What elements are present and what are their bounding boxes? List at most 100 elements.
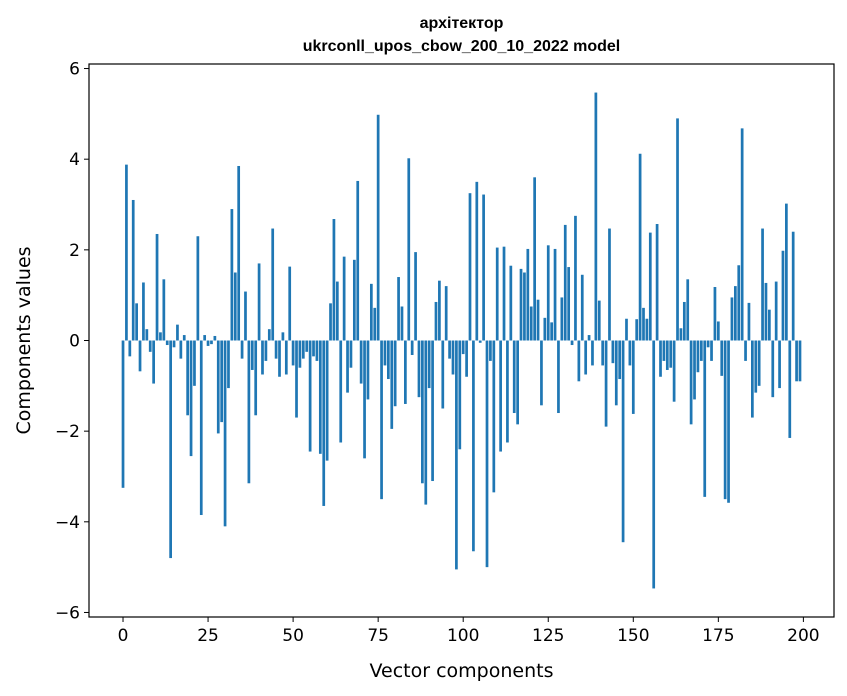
bar-component-78 — [387, 340, 390, 380]
bar-component-41 — [261, 340, 264, 375]
bar-component-91 — [431, 340, 434, 482]
bar-component-90 — [427, 340, 431, 389]
bar-component-183 — [744, 340, 747, 361]
bar-component-112 — [502, 246, 506, 341]
x-tick-label: 100 — [447, 626, 479, 646]
bar-component-23 — [199, 340, 203, 516]
bar-component-49 — [288, 266, 292, 341]
bar-component-195 — [785, 203, 788, 341]
bar-component-133 — [574, 215, 577, 341]
bar-component-38 — [250, 340, 254, 370]
bar-component-45 — [274, 340, 278, 359]
x-axis-label: Vector components — [370, 660, 554, 682]
bar-component-126 — [550, 322, 554, 341]
bar-component-116 — [516, 340, 519, 425]
bar-component-96 — [448, 340, 451, 359]
bar-component-69 — [356, 180, 360, 341]
bar-component-174 — [713, 287, 717, 341]
bar-component-31 — [227, 340, 230, 389]
bar-component-32 — [230, 209, 234, 341]
bar-component-199 — [798, 340, 802, 382]
y-tick-label: −6 — [55, 603, 80, 623]
bar-component-179 — [730, 297, 734, 341]
bar-component-25 — [206, 340, 210, 346]
bar-component-108 — [489, 340, 492, 361]
bar-component-127 — [553, 248, 557, 341]
bar-component-141 — [601, 340, 605, 366]
bar-component-43 — [267, 329, 271, 341]
bar-component-85 — [410, 340, 414, 355]
bar-component-150 — [631, 340, 635, 414]
bar-component-82 — [400, 306, 404, 341]
bar-component-44 — [271, 228, 275, 341]
bar-component-36 — [244, 291, 247, 341]
bar-component-86 — [414, 252, 417, 341]
bar-component-149 — [628, 340, 632, 366]
bar-component-157 — [655, 224, 659, 341]
bar-component-97 — [451, 340, 455, 375]
bar-component-80 — [393, 340, 397, 407]
bar-component-16 — [176, 324, 179, 341]
bar-component-139 — [594, 92, 598, 341]
bar-component-2 — [128, 340, 132, 357]
bar-component-191 — [771, 340, 775, 398]
bar-component-143 — [608, 228, 611, 341]
bar-component-42 — [264, 340, 268, 361]
bar-component-158 — [659, 340, 662, 377]
bar-component-122 — [536, 299, 540, 341]
bar-component-189 — [764, 282, 768, 341]
bar-component-185 — [751, 340, 754, 418]
bar-component-22 — [196, 236, 200, 341]
bar-component-165 — [682, 301, 686, 341]
bar-component-181 — [737, 265, 741, 341]
bar-component-172 — [706, 340, 710, 348]
bar-component-102 — [468, 193, 472, 341]
bar-component-68 — [352, 259, 356, 341]
bar-component-119 — [526, 248, 530, 341]
bar-component-57 — [315, 340, 319, 361]
bar-component-71 — [363, 340, 366, 459]
bar-component-18 — [182, 335, 186, 341]
x-tick-label: 0 — [118, 626, 129, 646]
bar-component-62 — [332, 219, 336, 341]
x-tick-label: 125 — [532, 626, 564, 646]
bar-component-147 — [621, 340, 625, 543]
bar-component-180 — [733, 286, 737, 341]
bar-component-178 — [727, 340, 730, 503]
bar-component-194 — [781, 250, 785, 341]
y-axis-ticks: −6 −4 −2 0 2 4 6 — [55, 60, 89, 623]
bar-component-155 — [648, 232, 652, 341]
bar-component-176 — [720, 340, 724, 376]
bar-component-151 — [635, 319, 639, 341]
bar-component-64 — [339, 340, 343, 443]
bar-component-72 — [366, 340, 370, 400]
bar-component-153 — [642, 307, 645, 341]
bar-component-92 — [434, 301, 438, 341]
bar-component-87 — [417, 340, 421, 398]
bar-component-0 — [121, 340, 125, 488]
bar-component-89 — [424, 340, 428, 505]
bar-component-144 — [611, 340, 615, 364]
bar-component-160 — [665, 340, 669, 370]
bar-component-107 — [485, 340, 489, 568]
bar-component-51 — [295, 340, 298, 418]
bar-component-168 — [693, 340, 696, 400]
bar-component-9 — [152, 340, 155, 384]
bar-component-154 — [645, 318, 649, 341]
bar-component-93 — [438, 280, 441, 341]
bar-component-156 — [652, 340, 656, 589]
x-axis-ticks: 0 25 50 75 100 125 150 175 200 — [118, 617, 820, 646]
bar-component-124 — [543, 317, 547, 341]
bar-component-197 — [791, 231, 795, 341]
bar-component-184 — [747, 302, 751, 341]
bar-component-95 — [444, 286, 448, 341]
bar-component-83 — [404, 340, 407, 404]
plot-frame — [88, 63, 835, 618]
x-tick-label: 25 — [197, 626, 219, 646]
bar-component-186 — [754, 340, 758, 393]
bar-component-55 — [308, 340, 312, 452]
bar-component-120 — [529, 306, 533, 341]
bar-component-88 — [421, 340, 424, 484]
bar-component-131 — [567, 267, 571, 341]
bar-component-99 — [458, 340, 462, 450]
